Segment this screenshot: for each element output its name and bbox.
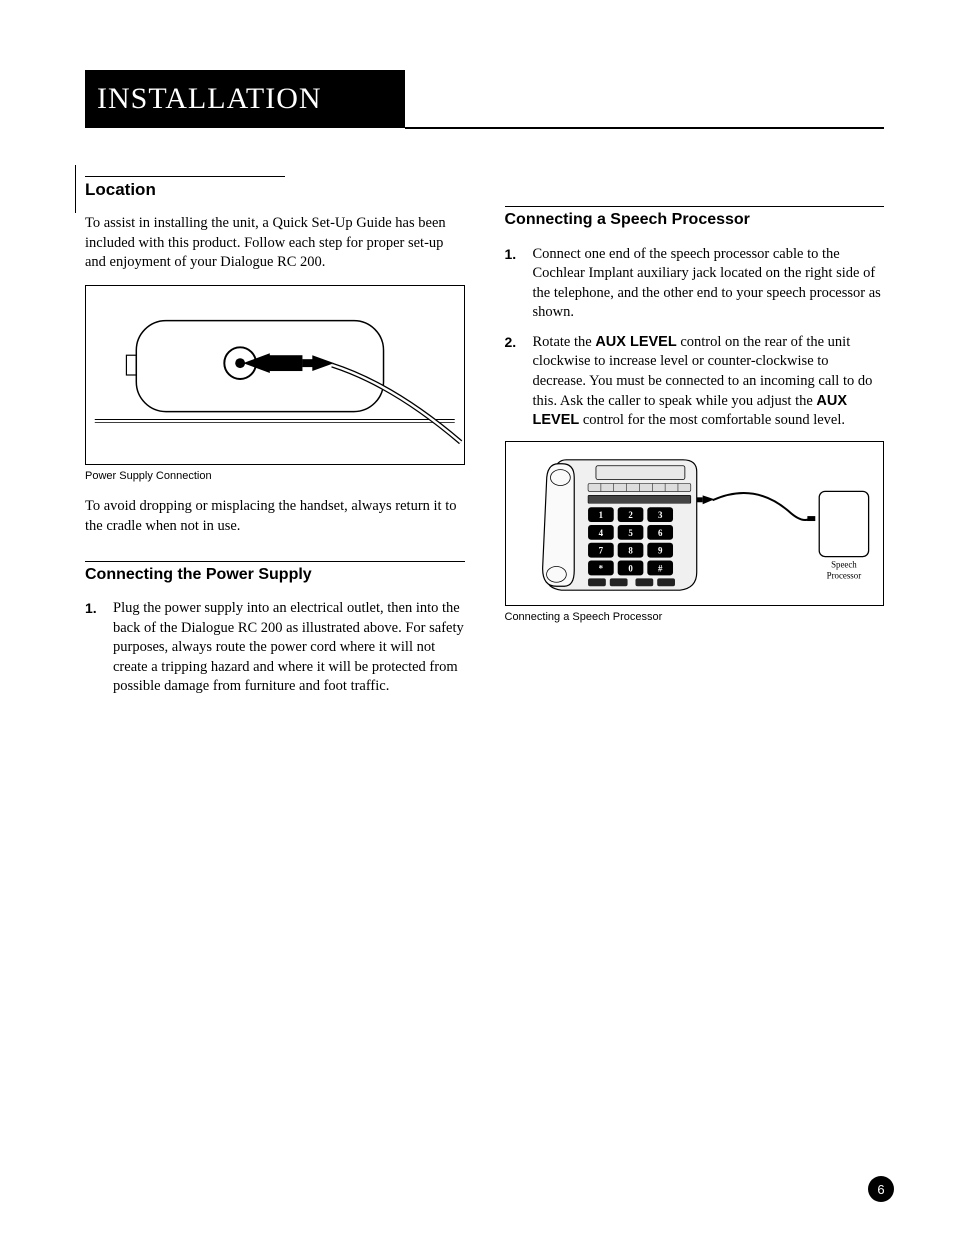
step-number: 2.	[505, 333, 523, 431]
left-step-1: 1. Plug the power supply into an electri…	[85, 599, 465, 697]
svg-text:3: 3	[657, 510, 662, 520]
svg-text:9: 9	[657, 545, 662, 555]
step-number: 1.	[505, 245, 523, 323]
left-subheading-rule	[85, 561, 465, 562]
svg-text:1: 1	[598, 510, 602, 520]
right-step2-text: Rotate the AUX LEVEL control on the rear…	[533, 333, 885, 431]
svg-text:#: #	[657, 563, 662, 573]
figure2-caption: Connecting a Speech Processor	[505, 610, 885, 625]
right-column: Connecting a Speech Processor 1. Connect…	[505, 170, 885, 707]
header-block: INSTALLATION	[85, 70, 884, 140]
right-step-2: 2. Rotate the AUX LEVEL control on the r…	[505, 333, 885, 431]
header-title: INSTALLATION	[97, 82, 322, 116]
power-supply-svg	[86, 286, 464, 464]
speech-processor-svg: 1 2 3 4 5 6 7 8 9 * 0 #	[506, 442, 884, 605]
after-fig1-paragraph: To avoid dropping or misplacing the hand…	[85, 497, 465, 536]
location-heading: Location	[85, 179, 465, 202]
right-subheading-rule	[505, 206, 885, 207]
left-step1-text: Plug the power supply into an electrical…	[113, 599, 465, 697]
svg-text:8: 8	[628, 545, 633, 555]
right-subheading: Connecting a Speech Processor	[505, 209, 885, 231]
svg-text:0: 0	[628, 563, 633, 573]
figure-power-supply	[85, 285, 465, 465]
left-subheading: Connecting the Power Supply	[85, 564, 465, 586]
right-step1-text: Connect one end of the speech processor …	[533, 245, 885, 323]
speech-processor-label-line2: Processor	[826, 570, 861, 580]
location-heading-wrap: Location	[85, 170, 465, 202]
figure-speech-processor: 1 2 3 4 5 6 7 8 9 * 0 #	[505, 441, 885, 606]
svg-text:4: 4	[598, 528, 603, 538]
step-number: 1.	[85, 599, 103, 697]
speech-processor-label-line1: Speech	[831, 559, 857, 569]
left-column: Location To assist in installing the uni…	[85, 170, 465, 707]
location-heading-rule	[85, 176, 285, 177]
right-step-1: 1. Connect one end of the speech process…	[505, 245, 885, 323]
svg-text:6: 6	[657, 528, 662, 538]
svg-text:5: 5	[628, 528, 633, 538]
svg-text:2: 2	[628, 510, 633, 520]
location-paragraph: To assist in installing the unit, a Quic…	[85, 214, 465, 273]
right-step2-suffix: control for the most comfortable sound l…	[579, 412, 845, 428]
right-step2-prefix: Rotate the	[533, 334, 596, 350]
right-step2-bold1: AUX LEVEL	[595, 334, 676, 350]
figure1-caption: Power Supply Connection	[85, 469, 465, 484]
header-rule	[405, 127, 884, 129]
svg-text:*: *	[598, 563, 603, 573]
page-number: 6	[868, 1176, 894, 1202]
svg-text:7: 7	[598, 545, 603, 555]
